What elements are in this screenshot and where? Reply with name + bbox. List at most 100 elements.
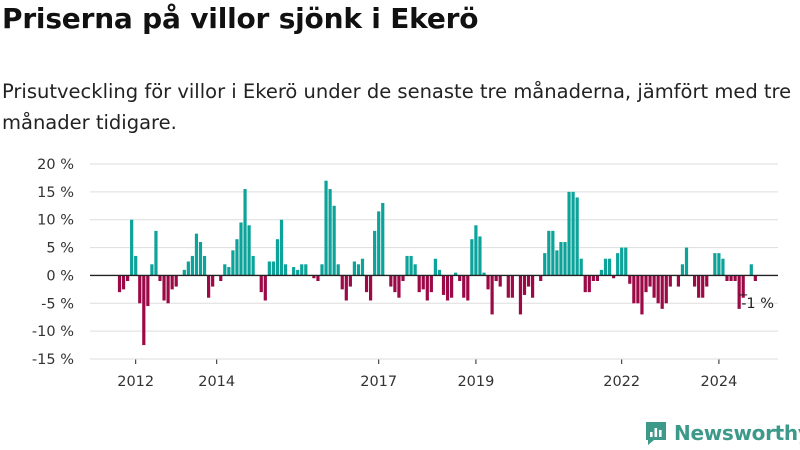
bar — [701, 275, 705, 298]
bar — [231, 250, 235, 276]
bar — [405, 255, 409, 276]
bar — [494, 275, 498, 281]
bar — [441, 275, 446, 295]
annotation-label: -1 % — [741, 296, 774, 312]
bar — [421, 275, 425, 290]
bar — [401, 275, 405, 281]
bar — [267, 261, 271, 276]
bar — [316, 275, 320, 281]
bar — [190, 255, 194, 276]
bar — [656, 275, 660, 304]
bar — [555, 250, 559, 276]
bar — [320, 264, 324, 276]
bar — [486, 275, 490, 290]
bar — [737, 275, 741, 309]
bar — [437, 269, 442, 276]
bars — [117, 180, 757, 346]
bar — [389, 275, 393, 287]
brand-name: Newsworthy — [674, 421, 800, 445]
bar — [373, 230, 377, 276]
bar — [563, 242, 567, 276]
y-tick-label: -5 % — [41, 296, 74, 312]
bar — [575, 197, 579, 276]
bar — [676, 275, 680, 287]
bar — [624, 247, 628, 276]
x-tick-label: 2017 — [360, 374, 397, 390]
bar — [543, 253, 547, 276]
bar — [612, 275, 616, 279]
bar — [393, 275, 397, 293]
bar — [620, 247, 624, 276]
bar — [628, 275, 632, 284]
bar — [360, 258, 365, 276]
bar — [328, 189, 332, 276]
bar — [470, 239, 474, 276]
bar — [247, 225, 251, 276]
bar — [660, 275, 664, 309]
chart-title: Priserna på villor sjönk i Ekerö — [2, 2, 479, 35]
bar — [259, 275, 263, 293]
bar — [466, 275, 470, 301]
bar — [510, 275, 514, 298]
bar — [207, 275, 211, 298]
annotations: -1 % — [739, 294, 774, 312]
bar — [170, 275, 174, 290]
bar — [275, 239, 280, 276]
bar — [300, 264, 304, 276]
bar — [292, 267, 296, 276]
y-tick-label: 15 % — [37, 185, 74, 201]
bar — [559, 242, 563, 276]
bar — [182, 269, 186, 276]
bar — [741, 275, 745, 298]
bar — [150, 264, 154, 276]
bar — [599, 269, 604, 276]
bar — [478, 236, 482, 276]
bar — [271, 261, 275, 276]
bar — [664, 275, 668, 304]
bar — [296, 269, 300, 276]
bar — [506, 275, 510, 298]
bar — [312, 275, 316, 279]
bar — [733, 275, 737, 281]
bar — [130, 219, 134, 276]
bar — [304, 264, 308, 276]
bar — [539, 275, 543, 281]
bar — [235, 239, 239, 276]
bar — [603, 258, 608, 276]
bar — [721, 258, 725, 276]
bar — [417, 275, 421, 293]
bar — [725, 275, 729, 281]
bar — [134, 255, 138, 276]
bar — [340, 275, 344, 290]
y-tick-label: 0 % — [46, 268, 74, 284]
bar — [138, 275, 142, 304]
bar — [202, 255, 207, 276]
bar — [547, 230, 551, 276]
bar — [142, 275, 146, 346]
bar — [364, 275, 369, 293]
bar — [369, 275, 373, 301]
bar — [518, 275, 523, 315]
bar — [684, 247, 689, 276]
y-tick-label: 10 % — [37, 213, 74, 229]
bar — [243, 189, 247, 276]
bar — [397, 275, 401, 298]
y-tick-label: 5 % — [46, 241, 74, 257]
bar — [668, 275, 672, 287]
bar — [632, 275, 636, 304]
y-tick-label: -15 % — [32, 352, 74, 368]
x-tick-label: 2019 — [457, 374, 494, 390]
bar — [227, 267, 231, 276]
bar — [356, 264, 361, 276]
bar — [648, 275, 652, 287]
bar — [146, 275, 150, 307]
y-tick-label: -10 % — [32, 324, 74, 340]
bar — [186, 261, 190, 276]
bar — [697, 275, 701, 298]
bar — [409, 255, 413, 276]
bar — [348, 275, 352, 287]
bar — [344, 275, 348, 301]
bar — [522, 275, 527, 295]
bar — [158, 275, 162, 281]
bar — [693, 275, 697, 287]
